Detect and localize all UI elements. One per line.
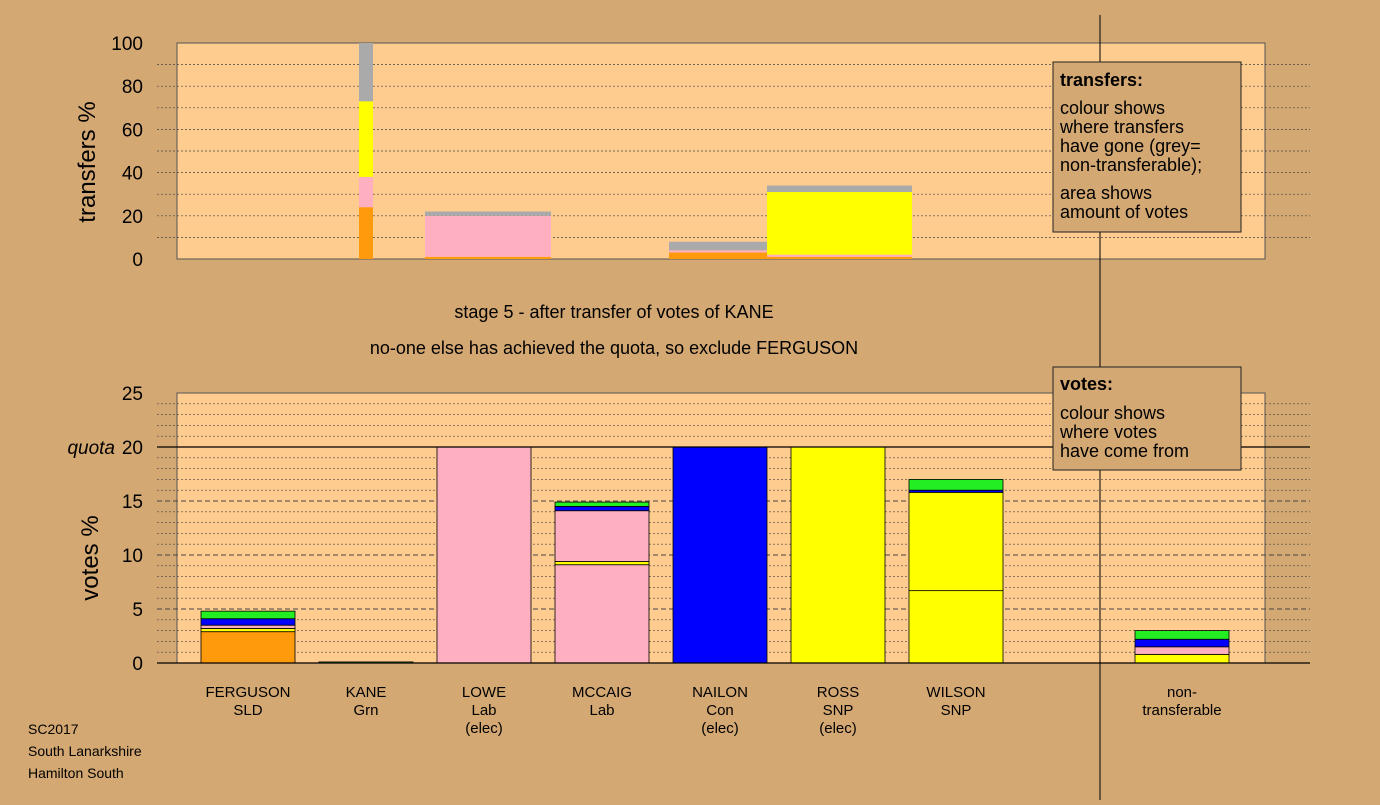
votes-legend-line: colour shows bbox=[1060, 403, 1165, 423]
candidate-label-line: SNP bbox=[823, 702, 854, 719]
transfers-legend-line: area shows bbox=[1060, 183, 1152, 203]
transfers-legend-line: colour shows bbox=[1060, 98, 1165, 118]
vote-segment-lab bbox=[436, 446, 532, 664]
candidate-label-line: Lab bbox=[589, 702, 614, 719]
vote-segment-snp bbox=[790, 446, 886, 664]
candidate-label-line: Con bbox=[706, 702, 734, 719]
transfer-segment-sld bbox=[767, 256, 912, 259]
transfer-segment-lab bbox=[669, 250, 773, 253]
votes-legend-line: have come from bbox=[1060, 441, 1189, 461]
transfer-segment-sld bbox=[359, 207, 373, 259]
votes-y-tick-label: 5 bbox=[132, 600, 143, 621]
vote-segment-snp bbox=[554, 561, 650, 566]
candidate-label-line: KANE bbox=[346, 684, 387, 701]
votes-legend-line: where votes bbox=[1059, 422, 1157, 442]
vote-segment-con bbox=[200, 618, 296, 626]
transfer-segment-snp bbox=[767, 192, 912, 255]
transfers-y-tick-label: 80 bbox=[122, 77, 143, 98]
vote-segment-grn bbox=[908, 478, 1004, 491]
candidate-label-line: transferable bbox=[1142, 702, 1221, 719]
candidate-label-line: FERGUSON bbox=[205, 684, 290, 701]
election-code: SC2017 bbox=[28, 721, 79, 737]
transfer-segment-lab bbox=[425, 215, 551, 257]
transfers-y-ticks: 0 20 40 60 80 100 bbox=[111, 34, 143, 271]
transfer-segment-snp bbox=[359, 101, 373, 177]
transfer-segment-nontransferable bbox=[767, 185, 912, 193]
candidate-label-line: NAILON bbox=[692, 684, 748, 701]
transfer-segment-sld bbox=[669, 252, 773, 259]
vote-segment-con bbox=[554, 505, 650, 512]
quota-label: quota bbox=[67, 438, 115, 459]
votes-y-tick-label: 10 bbox=[122, 546, 143, 567]
candidate-label-line: SNP bbox=[941, 702, 972, 719]
stage-action: no-one else has achieved the quota, so e… bbox=[370, 338, 858, 358]
votes-legend: votes: colour shows where votes have com… bbox=[1052, 366, 1242, 471]
vote-segment-snp bbox=[1134, 653, 1230, 664]
vote-segment-snp bbox=[908, 590, 1004, 664]
transfer-segment-nontransferable bbox=[669, 241, 773, 251]
vote-segment-lab bbox=[200, 624, 296, 629]
transfers-legend-line: amount of votes bbox=[1060, 202, 1188, 222]
transfers-legend-title: transfers: bbox=[1060, 70, 1143, 90]
transfers-y-tick-label: 60 bbox=[122, 120, 143, 141]
candidate-labels: FERGUSONSLDKANEGrnLOWELab(elec)MCCAIGLab… bbox=[205, 684, 1221, 737]
transfer-segment-nontransferable bbox=[425, 211, 551, 216]
candidate-label-line: Lab bbox=[471, 702, 496, 719]
transfer-segment-lab bbox=[767, 254, 912, 257]
votes-y-ticks: 0 5 10 15 20 25 bbox=[122, 384, 143, 675]
vote-segment-snp bbox=[200, 628, 296, 633]
votes-y-tick-label: 20 bbox=[122, 438, 143, 459]
vote-segment-grn bbox=[554, 501, 650, 507]
candidate-label-line: WILSON bbox=[926, 684, 985, 701]
candidate-label-line: SLD bbox=[233, 702, 262, 719]
votes-chart: 0 5 10 15 20 25 quota votes % bbox=[67, 384, 1310, 675]
vote-segment-lab bbox=[554, 510, 650, 562]
vote-segment-snp bbox=[908, 491, 1004, 592]
vote-segment-con bbox=[1134, 638, 1230, 648]
vote-segment-lab bbox=[1134, 646, 1230, 655]
candidate-label-line: LOWE bbox=[462, 684, 506, 701]
transfer-segment-sld bbox=[425, 256, 551, 259]
vote-segment-sld bbox=[200, 631, 296, 664]
election-info: SC2017 South Lanarkshire Hamilton South bbox=[28, 721, 142, 781]
transfers-y-axis-label: transfers % bbox=[74, 101, 101, 222]
vote-segment-con bbox=[672, 446, 768, 664]
transfers-legend: transfers: colour shows where transfers … bbox=[1052, 61, 1242, 233]
candidate-label-line: Grn bbox=[353, 702, 378, 719]
votes-bars bbox=[200, 446, 1230, 664]
candidate-label-line: (elec) bbox=[465, 720, 503, 737]
votes-y-axis-label: votes % bbox=[77, 515, 104, 600]
transfers-y-tick-label: 100 bbox=[111, 34, 143, 55]
vote-segment-grn bbox=[200, 610, 296, 620]
candidate-label-line: non- bbox=[1167, 684, 1197, 701]
stage-description: stage 5 - after transfer of votes of KAN… bbox=[454, 302, 773, 322]
transfers-legend-line: non-transferable); bbox=[1060, 155, 1202, 175]
transfers-y-tick-label: 20 bbox=[122, 207, 143, 228]
ward-name: Hamilton South bbox=[28, 765, 124, 781]
council-name: South Lanarkshire bbox=[28, 743, 142, 759]
transfers-bars bbox=[359, 43, 912, 259]
candidate-label-line: ROSS bbox=[817, 684, 860, 701]
candidate-label-line: MCCAIG bbox=[572, 684, 632, 701]
transfer-segment-lab bbox=[359, 176, 373, 208]
transfers-y-tick-label: 40 bbox=[122, 164, 143, 185]
transfers-legend-line: have gone (grey= bbox=[1060, 136, 1201, 156]
transfer-segment-nontransferable bbox=[359, 43, 373, 102]
vote-segment-grn bbox=[1134, 630, 1230, 640]
votes-y-tick-label: 15 bbox=[122, 492, 143, 513]
transfers-y-tick-label: 0 bbox=[132, 250, 143, 271]
vote-segment-lab bbox=[554, 564, 650, 664]
candidate-label-line: (elec) bbox=[819, 720, 857, 737]
transfers-legend-line: where transfers bbox=[1059, 117, 1184, 137]
votes-legend-title: votes: bbox=[1060, 374, 1113, 394]
votes-y-tick-label: 25 bbox=[122, 384, 143, 405]
candidate-label-line: (elec) bbox=[701, 720, 739, 737]
votes-y-tick-label: 0 bbox=[132, 654, 143, 675]
